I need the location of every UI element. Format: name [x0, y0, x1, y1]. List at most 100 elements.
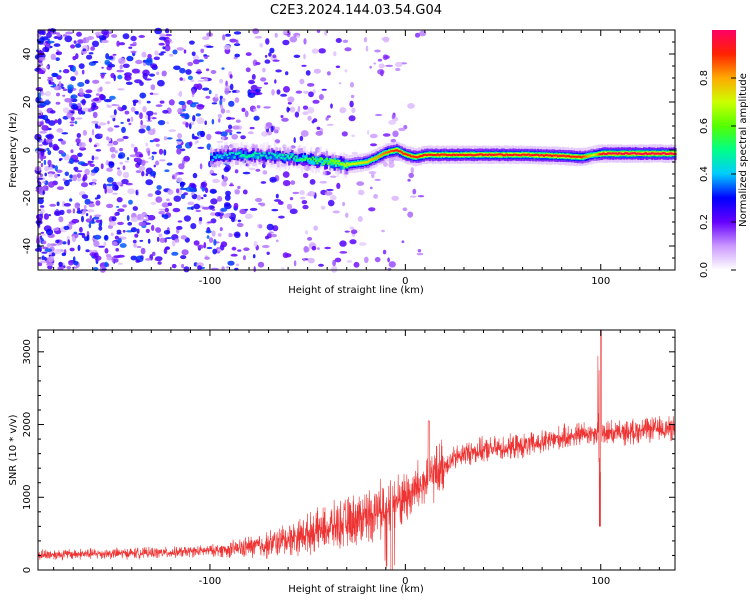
trace-cell: [338, 161, 341, 167]
trace-cell: [302, 158, 305, 162]
noise-blob: [175, 144, 183, 149]
noise-blob: [94, 31, 103, 36]
noise-blob: [98, 222, 103, 227]
noise-blob: [111, 34, 118, 38]
noise-blob: [264, 54, 268, 58]
noise-blob: [339, 240, 347, 247]
noise-blob: [230, 253, 238, 257]
noise-blob: [313, 68, 321, 74]
noise-blob: [244, 213, 253, 219]
noise-blob: [131, 68, 140, 74]
noise-blob: [190, 192, 195, 196]
trace-cell: [466, 153, 469, 156]
noise-blob: [121, 126, 126, 133]
noise-blob: [141, 51, 147, 58]
trace-cell: [213, 152, 216, 157]
noise-blob: [40, 91, 45, 96]
trace-cell: [422, 154, 425, 156]
trace-cell: [668, 152, 671, 155]
noise-blob: [99, 93, 105, 101]
trace-cell: [264, 154, 268, 162]
noise-blob: [98, 226, 103, 231]
noise-blob: [141, 170, 145, 177]
noise-blob: [46, 147, 50, 151]
noise-blob: [223, 167, 230, 173]
noise-blob: [100, 73, 105, 78]
noise-blob: [117, 221, 124, 226]
trace-cell: [458, 153, 461, 156]
trace-cell: [247, 154, 250, 157]
noise-blob: [282, 180, 291, 187]
noise-blob: [243, 255, 246, 261]
noise-blob: [94, 214, 102, 218]
noise-blob: [342, 201, 345, 207]
trace-cell: [644, 152, 647, 155]
trace-cell: [217, 156, 221, 162]
noise-blob: [290, 180, 296, 185]
noise-blob: [185, 69, 192, 75]
trace-cell: [511, 154, 514, 156]
noise-blob: [180, 235, 187, 240]
noise-blob: [102, 183, 107, 190]
noise-blob: [115, 248, 119, 252]
noise-blob: [201, 36, 210, 41]
noise-blob: [382, 133, 391, 137]
noise-blob: [88, 137, 92, 143]
trace-cell: [567, 155, 571, 158]
trace-cell: [460, 153, 463, 156]
trace-cell: [280, 156, 283, 160]
trace-cell: [220, 157, 224, 159]
y-tick-label: -20: [22, 190, 33, 206]
noise-blob: [91, 169, 98, 174]
noise-blob: [332, 259, 336, 267]
noise-blob: [382, 249, 387, 255]
noise-blob: [44, 172, 47, 177]
noise-blob: [91, 120, 99, 124]
noise-blob: [42, 185, 49, 191]
trace-cell: [621, 152, 624, 155]
noise-blob: [73, 159, 80, 163]
noise-blob: [157, 120, 166, 126]
noise-blob: [221, 136, 225, 141]
noise-blob: [76, 133, 82, 138]
noise-blob: [160, 51, 166, 54]
trace-cell: [263, 151, 266, 155]
trace-cell: [292, 157, 296, 160]
trace-cell: [253, 154, 257, 159]
trace-cell: [508, 153, 511, 156]
noise-blob: [199, 130, 206, 138]
noise-blob: [155, 190, 162, 196]
trace-cell: [461, 153, 464, 156]
trace-cell: [610, 152, 613, 155]
noise-blob: [158, 42, 165, 46]
noise-blob: [112, 140, 119, 146]
trace-cell: [236, 150, 239, 155]
noise-blob: [114, 185, 119, 191]
noise-blob: [289, 208, 298, 215]
trace-cell: [649, 152, 652, 155]
trace-cell: [352, 162, 355, 165]
noise-blob: [205, 230, 212, 234]
trace-cell: [239, 154, 243, 158]
noise-blob: [299, 190, 305, 195]
trace-cell: [378, 155, 382, 158]
noise-blob: [47, 167, 54, 171]
noise-blob: [229, 74, 233, 79]
noise-blob: [88, 52, 94, 55]
y-tick-label: 2000: [22, 412, 33, 437]
trace-cell: [250, 154, 253, 157]
trace-cell: [513, 153, 516, 156]
noise-blob: [87, 160, 92, 165]
noise-blob: [374, 178, 381, 181]
noise-blob: [84, 168, 90, 176]
noise-blob: [83, 93, 92, 99]
noise-blob: [66, 266, 72, 270]
noise-blob: [128, 46, 133, 49]
noise-blob: [302, 172, 309, 178]
trace-cell: [555, 154, 558, 157]
y-tick-label: 40: [22, 48, 33, 61]
trace-cell: [541, 154, 544, 157]
noise-blob: [180, 255, 187, 260]
trace-cell: [594, 153, 597, 156]
noise-blob: [110, 232, 114, 237]
